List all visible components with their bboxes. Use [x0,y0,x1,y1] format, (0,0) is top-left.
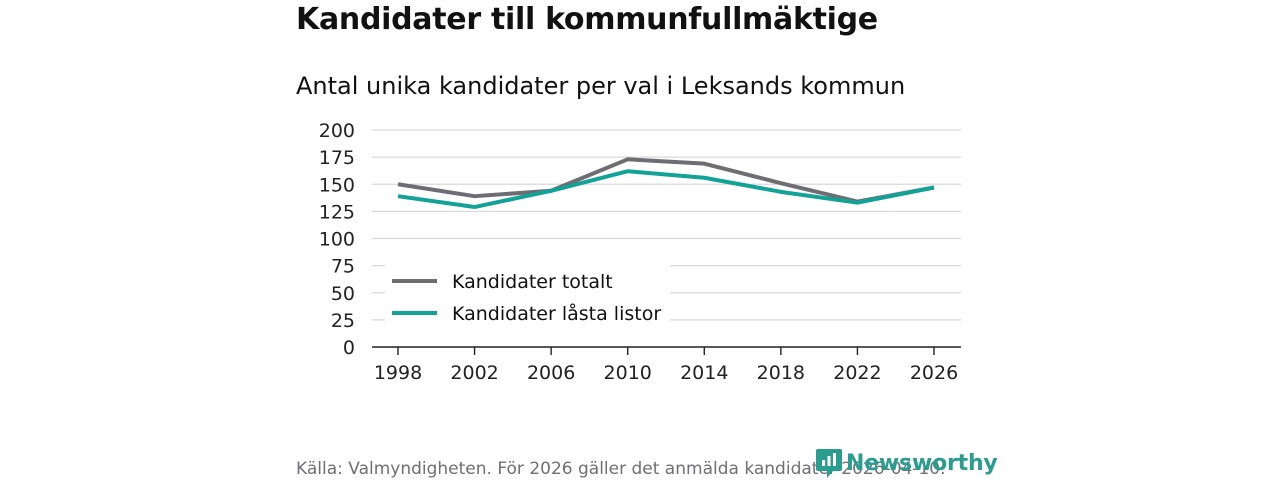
legend-background [385,263,670,327]
x-axis-ticks: 1998 2002 2006 2010 2014 2018 2022 2026 [374,347,958,384]
x-tick-label-2010: 2010 [604,362,652,384]
x-tick-label-2022: 2022 [833,362,881,384]
legend: Kandidater totalt Kandidater låsta listo… [385,263,670,327]
series-lines [397,157,935,210]
x-tick-label-2006: 2006 [527,362,575,384]
x-tick-label-2026: 2026 [910,362,958,384]
y-tick-label-0: 0 [343,337,355,359]
y-tick-label-200: 200 [319,120,355,142]
x-tick-label-2002: 2002 [450,362,498,384]
y-tick-label-75: 75 [331,256,355,278]
series-line-locked [397,169,935,210]
brand-name: Newsworthy [846,450,998,476]
chart-title: Kandidater till kommunfullmäktige [296,2,878,37]
x-tick-label-2014: 2014 [680,362,728,384]
y-tick-label-50: 50 [331,283,355,305]
newsworthy-icon [816,449,842,478]
y-tick-label-150: 150 [319,174,355,196]
y-tick-label-100: 100 [319,229,355,251]
x-tick-label-1998: 1998 [374,362,422,384]
grid-lines [372,129,961,348]
series-line-total [397,157,935,204]
y-tick-label-25: 25 [331,310,355,332]
y-axis-ticks: 0 25 50 75 100 125 150 175 200 [319,120,355,359]
x-tick-label-2018: 2018 [757,362,805,384]
newsworthy-logo: Newsworthy [815,447,998,479]
chart-subtitle: Antal unika kandidater per val i Leksand… [296,72,906,100]
y-tick-label-175: 175 [319,147,355,169]
source-note: Källa: Valmyndigheten. För 2026 gäller d… [296,459,946,479]
legend-label-total: Kandidater totalt [452,271,613,293]
legend-label-locked: Kandidater låsta listor [452,302,661,325]
y-tick-label-125: 125 [319,201,355,223]
